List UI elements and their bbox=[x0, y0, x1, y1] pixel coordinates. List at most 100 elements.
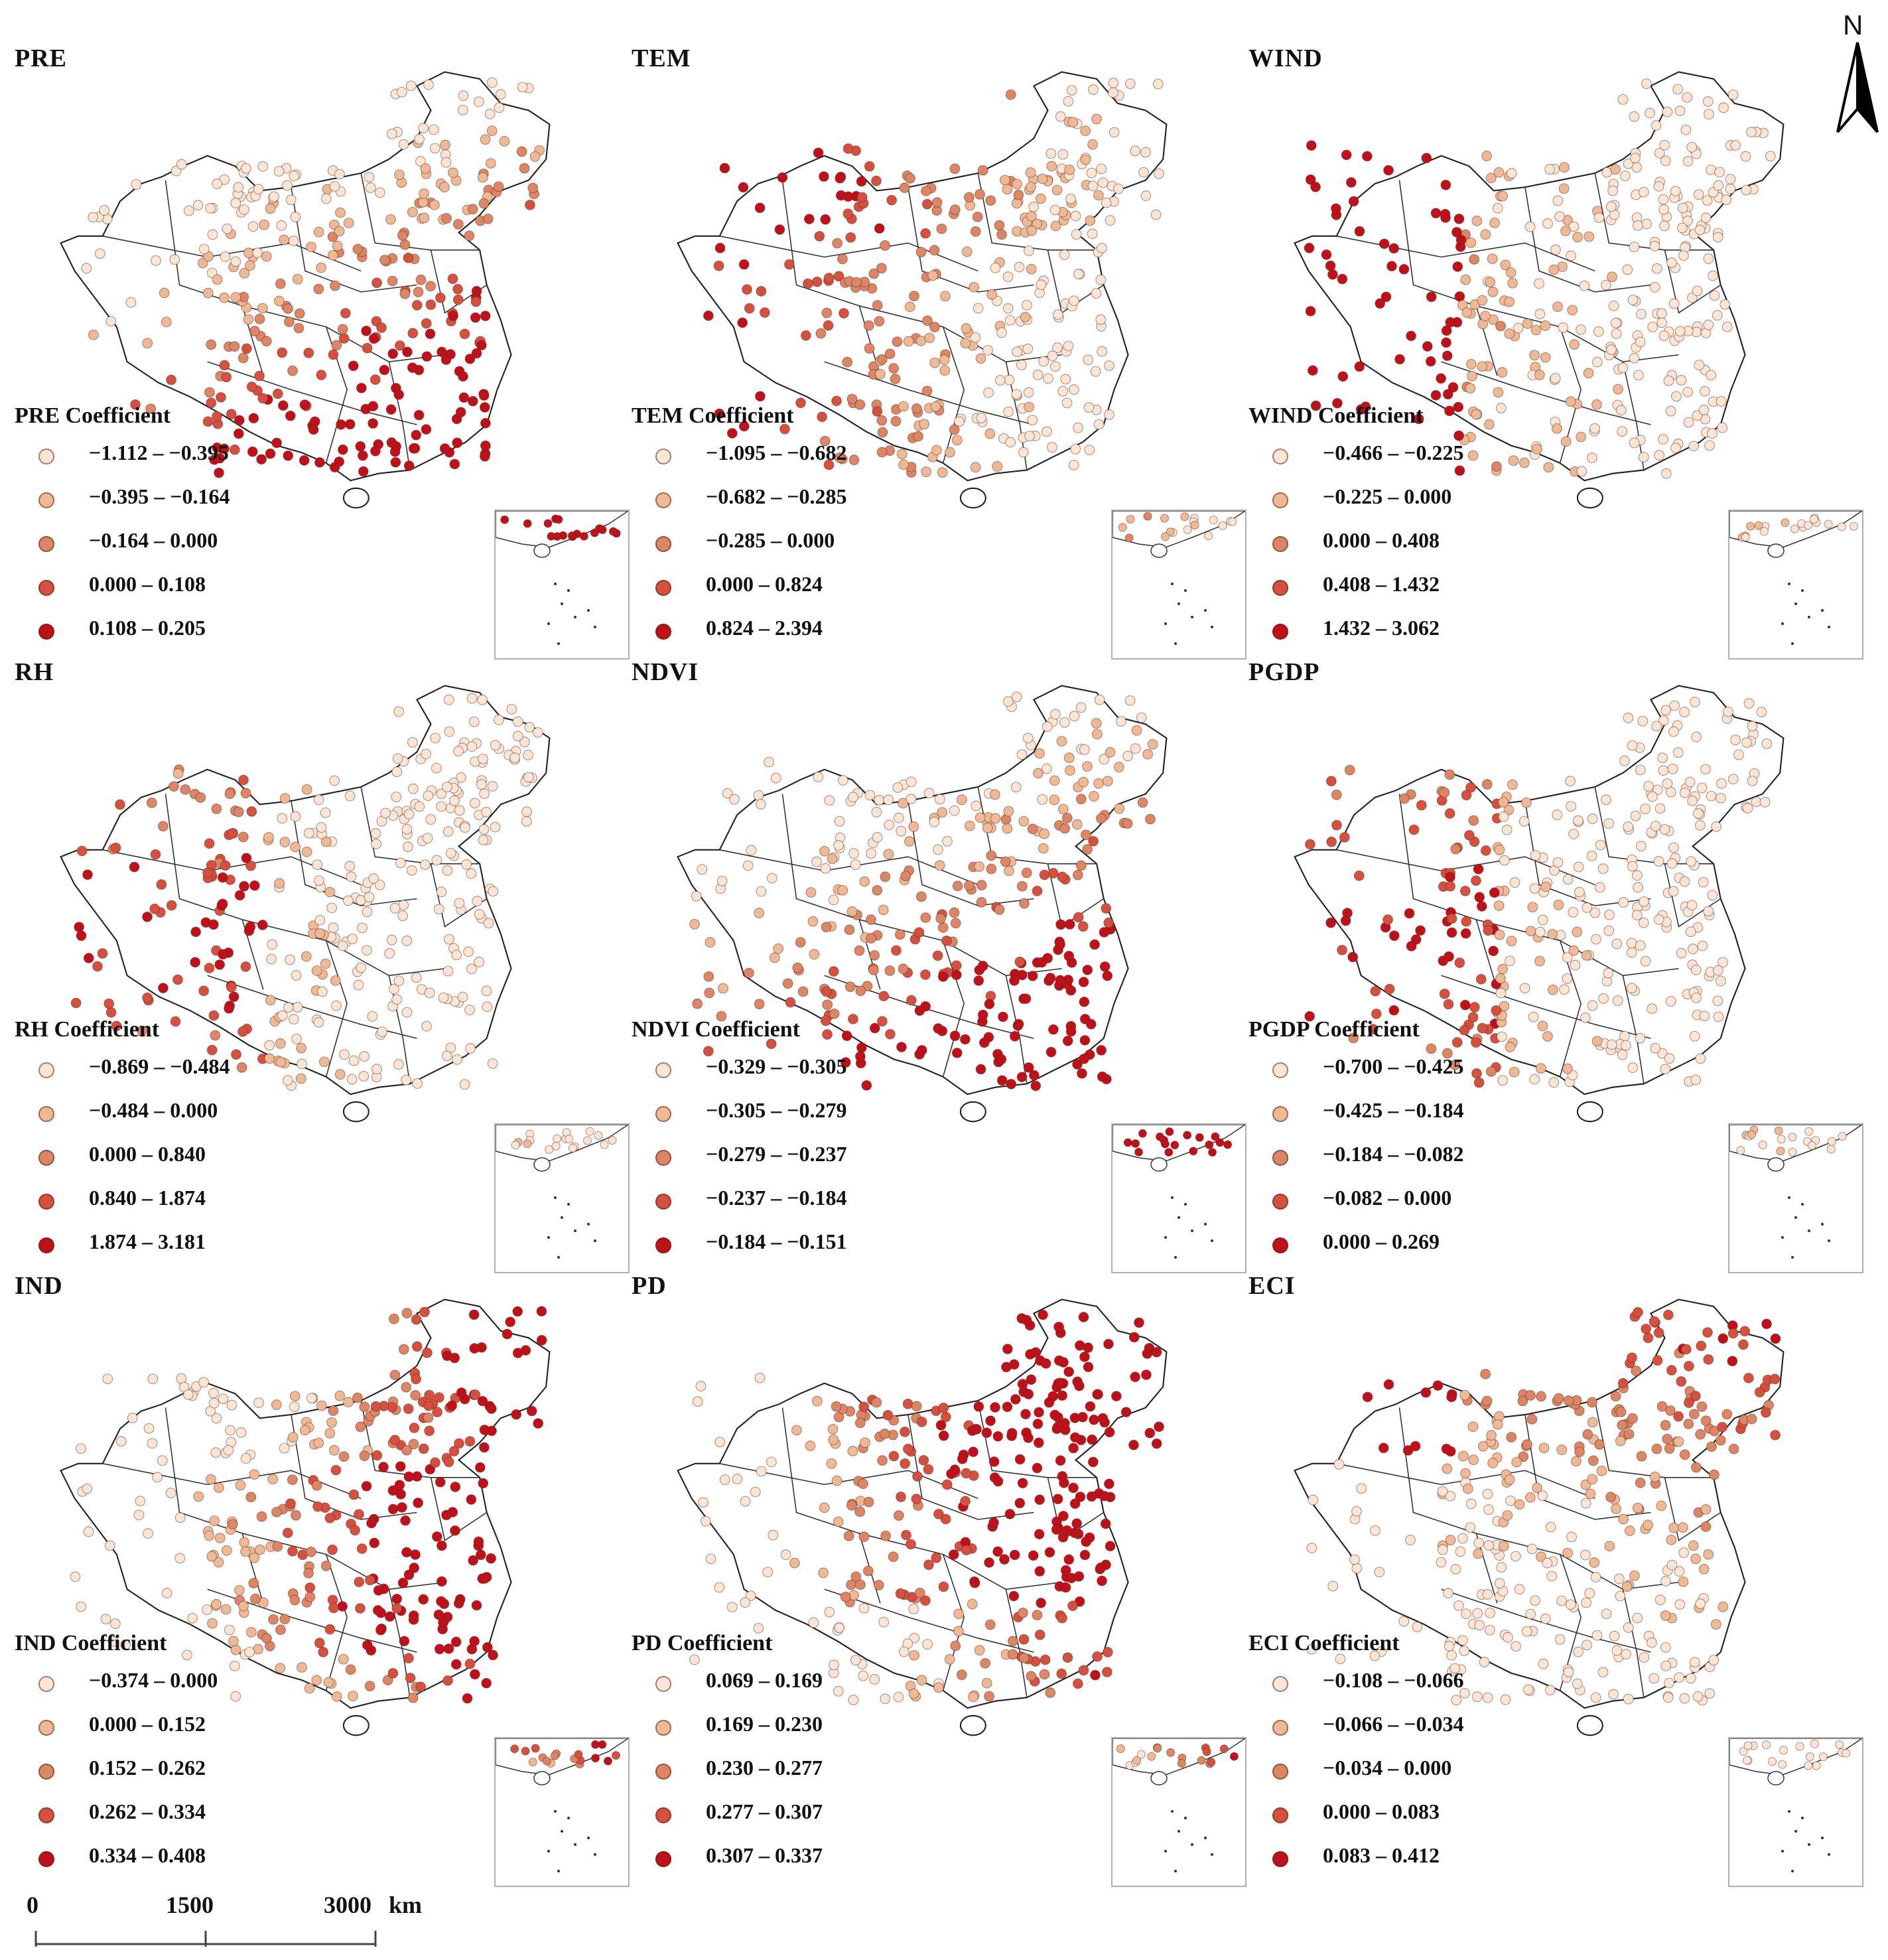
station-point bbox=[1505, 955, 1515, 967]
province-boundary bbox=[1476, 1533, 1679, 1590]
station-point bbox=[1770, 1429, 1781, 1440]
station-point bbox=[375, 1624, 386, 1636]
inset-station-point bbox=[1153, 1744, 1162, 1753]
station-point bbox=[898, 459, 909, 470]
station-point bbox=[1002, 184, 1013, 195]
station-point bbox=[271, 1399, 282, 1411]
station-point bbox=[1534, 278, 1544, 289]
station-point bbox=[403, 1403, 414, 1415]
station-point bbox=[467, 204, 478, 215]
legend-label: 0.000 – 0.840 bbox=[89, 1142, 206, 1166]
station-point bbox=[977, 165, 988, 176]
station-point bbox=[1617, 362, 1629, 374]
station-point bbox=[411, 429, 422, 441]
station-point bbox=[1704, 1688, 1716, 1699]
station-point bbox=[1543, 462, 1554, 473]
station-point bbox=[1508, 455, 1519, 466]
station-point bbox=[1002, 271, 1014, 282]
station-point bbox=[1660, 468, 1672, 479]
inset-station-point bbox=[1205, 1140, 1214, 1149]
station-point bbox=[1095, 1562, 1107, 1573]
station-point bbox=[828, 1435, 839, 1445]
legend-swatch bbox=[1272, 1150, 1288, 1166]
station-point bbox=[192, 200, 204, 211]
station-point bbox=[442, 1675, 453, 1686]
station-point bbox=[1052, 1421, 1063, 1433]
hainan-island bbox=[342, 1715, 370, 1736]
legend-swatch bbox=[655, 1807, 671, 1823]
station-point bbox=[334, 1069, 346, 1080]
station-point bbox=[876, 354, 888, 365]
inset-station-point bbox=[1189, 1147, 1198, 1156]
station-point bbox=[1620, 1040, 1631, 1051]
station-point bbox=[913, 927, 925, 938]
station-point bbox=[1649, 1673, 1660, 1684]
station-point bbox=[1664, 1053, 1675, 1064]
station-point bbox=[915, 246, 927, 257]
station-point bbox=[877, 427, 888, 438]
station-point bbox=[833, 1516, 844, 1527]
station-point bbox=[1095, 314, 1107, 325]
station-point bbox=[1442, 1463, 1453, 1474]
station-point bbox=[399, 288, 411, 299]
station-point bbox=[1451, 1695, 1462, 1706]
station-point bbox=[1658, 194, 1669, 205]
station-point bbox=[1686, 142, 1698, 153]
station-point bbox=[1605, 201, 1617, 212]
station-point bbox=[205, 202, 216, 214]
station-point bbox=[997, 1011, 1008, 1022]
legend-label: 0.000 – 0.108 bbox=[89, 572, 206, 596]
station-point bbox=[985, 1415, 996, 1427]
station-point bbox=[750, 1486, 761, 1498]
station-point bbox=[1485, 277, 1496, 288]
station-point bbox=[911, 1401, 922, 1412]
station-point bbox=[457, 991, 468, 1003]
station-point bbox=[452, 1054, 462, 1065]
legend-item: 0.840 – 1.874 bbox=[15, 1186, 206, 1229]
station-point bbox=[1018, 447, 1029, 458]
inset-station-point bbox=[1747, 1130, 1756, 1139]
station-point bbox=[1421, 153, 1432, 164]
station-point bbox=[911, 1494, 922, 1505]
station-point bbox=[871, 807, 882, 817]
station-point bbox=[245, 260, 255, 271]
station-point bbox=[1658, 330, 1670, 342]
station-point bbox=[1049, 1409, 1060, 1421]
station-point bbox=[406, 865, 417, 876]
province-boundary bbox=[942, 1554, 965, 1691]
station-point bbox=[909, 1649, 920, 1661]
station-point bbox=[1477, 1440, 1489, 1452]
station-point bbox=[237, 352, 249, 364]
station-point bbox=[1481, 1395, 1493, 1407]
station-point bbox=[219, 360, 230, 371]
station-point bbox=[1709, 290, 1720, 301]
station-point bbox=[883, 849, 894, 860]
legend-item: −0.066 – −0.034 bbox=[1248, 1712, 1463, 1756]
station-point bbox=[212, 274, 223, 285]
station-point bbox=[924, 332, 935, 344]
station-point bbox=[403, 809, 415, 819]
station-point bbox=[450, 1482, 461, 1492]
legend-title: PRE Coefficient bbox=[15, 403, 171, 428]
station-point bbox=[1383, 165, 1394, 176]
legend-swatch bbox=[655, 1676, 671, 1692]
station-point bbox=[1036, 279, 1047, 291]
inset-station-point bbox=[1219, 1744, 1229, 1754]
station-point bbox=[953, 1608, 965, 1620]
station-point bbox=[1495, 987, 1507, 999]
station-point bbox=[1633, 882, 1643, 893]
station-point bbox=[859, 876, 870, 887]
station-point bbox=[478, 1478, 489, 1489]
station-point bbox=[1694, 820, 1706, 831]
station-point bbox=[753, 1623, 764, 1634]
station-point bbox=[1003, 406, 1014, 417]
station-point bbox=[415, 156, 426, 167]
station-point bbox=[935, 913, 947, 924]
station-point bbox=[320, 958, 331, 969]
station-point bbox=[1544, 1685, 1556, 1696]
station-point bbox=[409, 1563, 420, 1573]
station-point bbox=[267, 939, 278, 950]
station-point bbox=[442, 826, 454, 837]
station-point bbox=[1467, 450, 1479, 461]
station-point bbox=[1004, 315, 1016, 326]
